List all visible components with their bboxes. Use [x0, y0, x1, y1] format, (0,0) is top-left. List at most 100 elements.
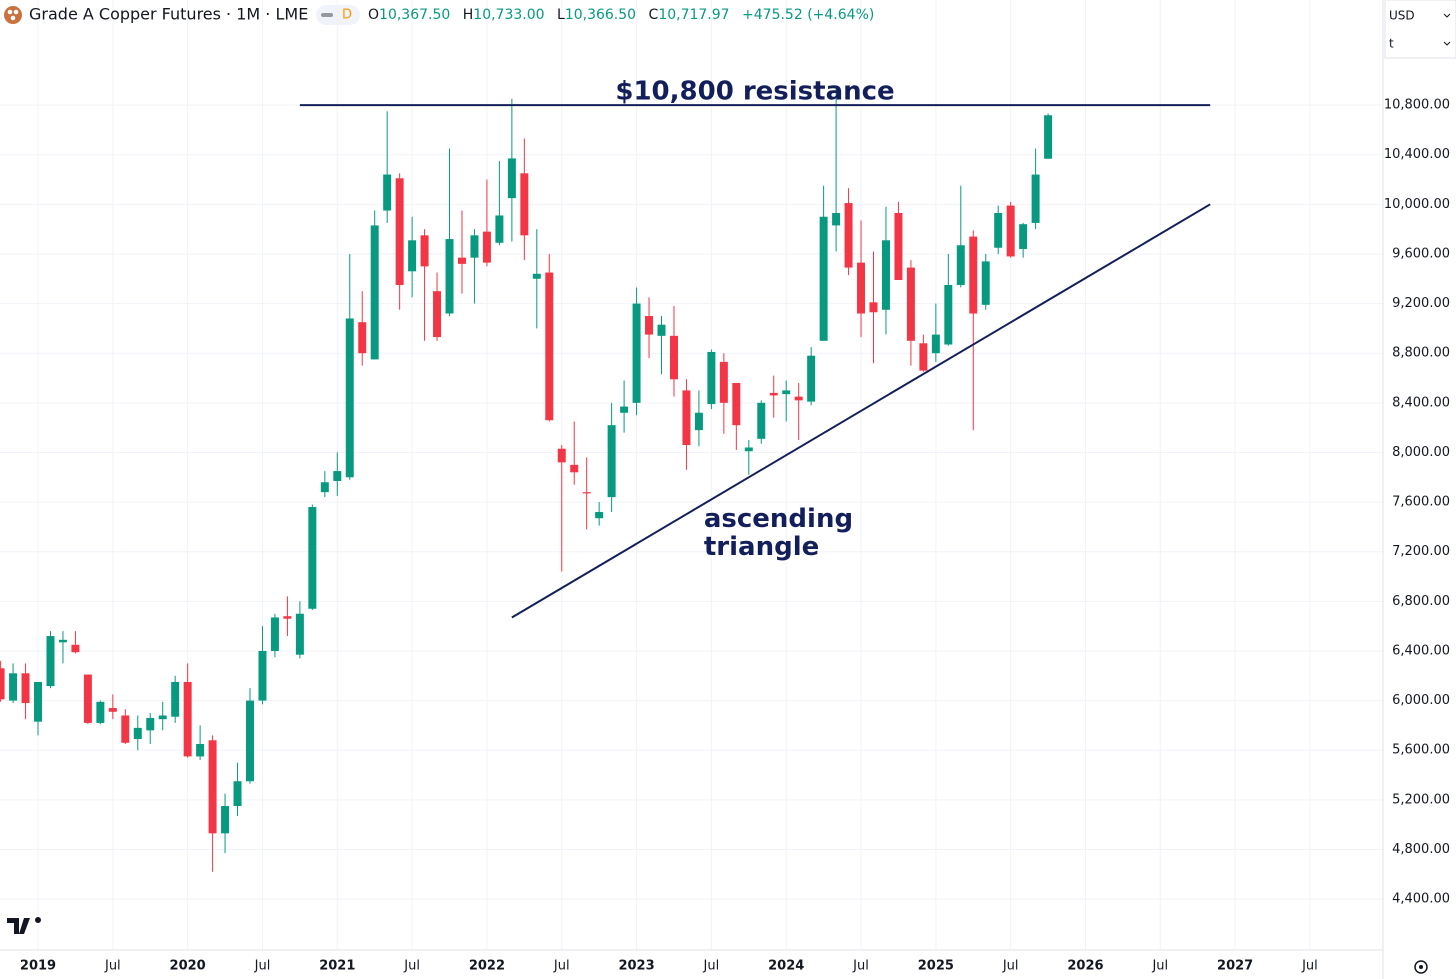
candle-body: [931, 334, 940, 354]
candle-body: [0, 668, 5, 700]
candle-body: [707, 351, 716, 405]
candle-body: [308, 507, 317, 609]
x-tick-label: Jul: [1301, 959, 1318, 974]
x-tick-label: 2025: [918, 959, 954, 974]
candle-body: [34, 681, 43, 722]
candle-body: [208, 740, 217, 834]
candle-body: [71, 644, 80, 653]
x-tick-label: Jul: [104, 959, 121, 974]
ohlc-value: 10,733.00: [473, 7, 544, 23]
candle-body: [520, 173, 529, 236]
candle-body: [832, 213, 841, 226]
candle-body: [470, 235, 479, 258]
y-tick-label: 9,600.00: [1392, 246, 1450, 261]
y-tick-label: 7,200.00: [1392, 544, 1450, 559]
ohlc-key: C: [649, 7, 659, 23]
candle-body: [445, 239, 454, 314]
y-tick-label: 4,400.00: [1392, 892, 1450, 907]
ohlc-key: L: [557, 7, 565, 23]
x-tick-label: Jul: [254, 959, 271, 974]
chevron: [1443, 13, 1451, 18]
candle-body: [969, 236, 978, 314]
ohlc-key: O: [368, 7, 379, 23]
ohlc-key: H: [463, 7, 474, 23]
logo-dot: [10, 15, 16, 21]
candle-body: [1019, 224, 1028, 249]
y-tick-label: 6,400.00: [1392, 643, 1450, 658]
ohlc-value: 10,717.97: [658, 7, 729, 23]
annotation-line: [511, 203, 1211, 619]
candle-body: [433, 291, 442, 338]
symbol-title[interactable]: Grade A Copper Futures · 1M · LME: [29, 5, 308, 24]
candle-body: [844, 203, 853, 268]
ohlc-value: 10,367.50: [379, 7, 450, 23]
candle-body: [1031, 174, 1040, 223]
candle-body: [545, 272, 554, 421]
x-tick-label: 2026: [1067, 959, 1103, 974]
candle-body: [669, 335, 678, 380]
candle-body: [370, 225, 379, 360]
candle-body: [408, 240, 417, 272]
candle-body: [270, 617, 279, 651]
candle-body: [158, 715, 167, 720]
candle-body: [358, 322, 367, 354]
y-tick-label: 5,200.00: [1392, 792, 1450, 807]
candle-body: [557, 448, 566, 463]
candle-body: [108, 708, 117, 712]
candle-body: [794, 396, 803, 401]
candle-body: [9, 673, 18, 701]
candle-body: [532, 273, 541, 279]
candle-body: [320, 482, 329, 493]
flag-label: D: [342, 8, 352, 23]
currency-select[interactable]: USD: [1389, 9, 1415, 23]
candle-body: [295, 613, 304, 655]
unit-select[interactable]: t: [1389, 37, 1394, 51]
candle-body: [632, 303, 641, 403]
candle-body: [383, 174, 392, 211]
candle-body: [283, 616, 292, 619]
candle-body: [233, 781, 242, 807]
candle-body: [994, 213, 1003, 248]
x-tick-label: Jul: [403, 959, 420, 974]
candle-body: [570, 464, 579, 473]
candle-body: [246, 700, 254, 782]
candle-body: [620, 406, 629, 413]
annotation-label: ascending: [704, 504, 853, 534]
candle-body: [769, 392, 778, 396]
y-tick-label: 4,800.00: [1392, 842, 1450, 857]
y-tick-label: 8,400.00: [1392, 395, 1450, 410]
candle-body: [21, 673, 30, 704]
candle-body: [857, 262, 866, 314]
y-tick-label: 9,200.00: [1392, 296, 1450, 311]
x-tick-label: Jul: [553, 959, 570, 974]
settings-icon-center: [1419, 965, 1423, 969]
candle-body: [133, 727, 142, 740]
x-tick-label: 2021: [319, 959, 355, 974]
tv-logo-dot: [35, 917, 41, 923]
y-tick-label: 5,600.00: [1392, 743, 1450, 758]
candle-body: [732, 382, 741, 426]
x-tick-label: 2022: [469, 959, 505, 974]
candle-body: [807, 355, 816, 402]
candle-body: [881, 240, 890, 310]
y-tick-label: 6,800.00: [1392, 594, 1450, 609]
ohlc-value: 10,366.50: [565, 7, 636, 23]
y-tick-label: 10,800.00: [1384, 98, 1450, 113]
y-tick-label: 10,400.00: [1384, 147, 1450, 162]
candle-body: [607, 425, 616, 498]
settings-icon[interactable]: [1414, 960, 1428, 974]
x-tick-label: 2027: [1217, 959, 1253, 974]
flag-pill[interactable]: [316, 5, 360, 25]
candle-body: [121, 715, 130, 743]
x-tick-label: Jul: [1151, 959, 1168, 974]
candle-body: [582, 492, 591, 494]
flag-toggle: [321, 13, 333, 17]
x-tick-label: Jul: [703, 959, 720, 974]
candle-body: [869, 302, 878, 313]
candle-body: [46, 636, 55, 687]
x-tick-label: 2024: [768, 959, 804, 974]
candle-body: [894, 213, 903, 281]
candle-body: [183, 681, 192, 757]
candle-body: [146, 717, 155, 731]
